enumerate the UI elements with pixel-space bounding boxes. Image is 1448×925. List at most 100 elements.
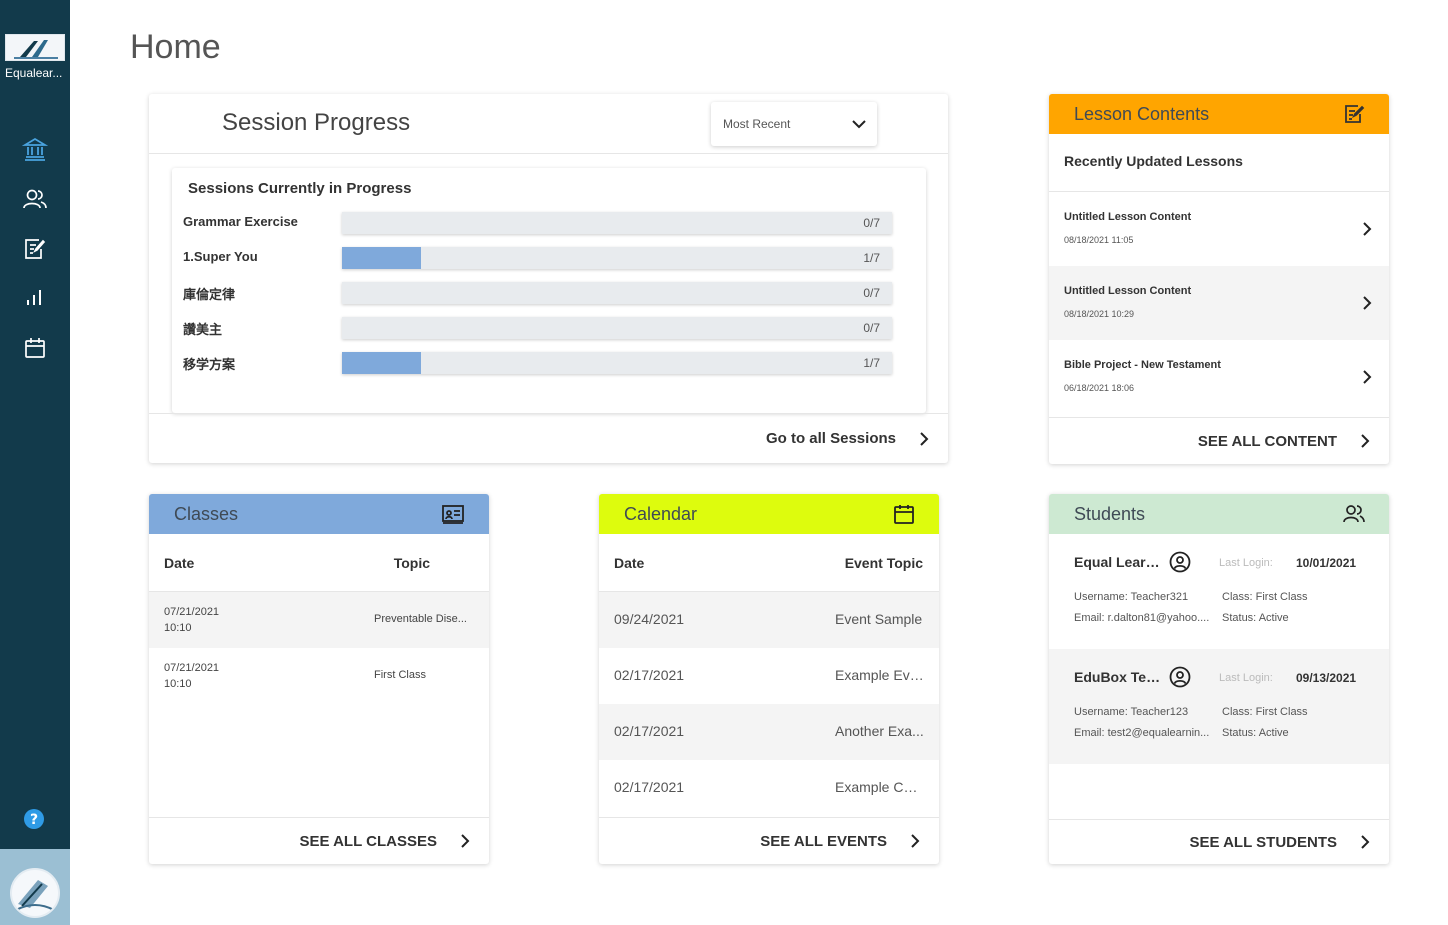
edit-note-icon[interactable] — [22, 236, 48, 262]
footer-label: SEE ALL CLASSES — [299, 832, 437, 850]
session-filter-value: Most Recent — [723, 117, 791, 131]
event-topic: Example Eve... — [835, 667, 925, 683]
event-date: 09/24/2021 — [614, 611, 685, 627]
event-date: 02/17/2021 — [614, 723, 685, 739]
session-filter-select[interactable]: Most Recent — [711, 102, 877, 146]
class-datetime: 07/21/2021 10:10 — [164, 604, 244, 636]
progress-count: 1/7 — [863, 356, 880, 370]
see-all-students-link[interactable]: SEE ALL STUDENTS — [1049, 819, 1389, 864]
users-icon[interactable] — [1343, 503, 1365, 525]
chevron-right-icon — [1361, 434, 1370, 448]
lesson-date: 08/18/2021 11:05 — [1064, 235, 1134, 245]
col-event-topic: Event Topic — [844, 554, 923, 571]
session-progress-bar: 1/7 — [342, 352, 892, 374]
bar-chart-icon[interactable] — [22, 285, 48, 311]
last-login-value: 10/01/2021 — [1296, 556, 1357, 570]
student-username: Username: Teacher123 — [1074, 706, 1189, 718]
go-to-all-sessions-link[interactable]: Go to all Sessions — [149, 413, 948, 463]
session-row[interactable]: 移学方案 1/7 — [183, 352, 903, 376]
org-name: Equalear... — [5, 66, 63, 80]
sessions-in-progress-title: Sessions Currently in Progress — [188, 180, 412, 197]
event-topic: Event Sample — [835, 611, 923, 627]
progress-fill — [342, 247, 421, 269]
event-topic: Another Exa... — [835, 723, 924, 739]
student-name: Equal Learn... — [1074, 554, 1162, 570]
student-class: Class: First Class — [1222, 591, 1308, 603]
session-name: Grammar Exercise — [183, 214, 298, 229]
sidebar: Equalear... ? — [0, 0, 70, 925]
session-name: 讚美主 — [183, 322, 223, 337]
class-time: 10:10 — [164, 622, 192, 634]
chevron-right-icon — [1363, 370, 1372, 384]
footer-label: SEE ALL STUDENTS — [1189, 833, 1337, 851]
see-all-content-link[interactable]: SEE ALL CONTENT — [1049, 417, 1389, 464]
student-item[interactable]: Equal Learn... Last Login: 10/01/2021 Us… — [1049, 534, 1389, 649]
chevron-right-icon — [920, 431, 929, 446]
classes-header: Classes — [149, 494, 489, 534]
avatar[interactable] — [10, 868, 60, 918]
users-icon[interactable] — [22, 186, 48, 212]
user-circle-icon — [1169, 551, 1191, 573]
lesson-name: Bible Project - New Testament — [1064, 359, 1221, 371]
help-icon[interactable]: ? — [23, 808, 45, 830]
calendar-icon[interactable] — [893, 503, 915, 525]
calendar-icon[interactable] — [22, 335, 48, 361]
edit-note-icon[interactable] — [1343, 103, 1365, 125]
session-progress-bar: 0/7 — [342, 282, 892, 304]
col-topic: Topic — [393, 554, 430, 571]
event-date: 02/17/2021 — [614, 667, 685, 683]
session-row[interactable]: Grammar Exercise 0/7 — [183, 212, 903, 236]
user-circle-icon — [1169, 666, 1191, 688]
org-logo[interactable] — [5, 34, 65, 61]
chevron-right-icon — [1363, 296, 1372, 310]
institution-icon[interactable] — [21, 136, 49, 162]
lesson-date: 08/18/2021 10:29 — [1064, 309, 1135, 319]
class-topic: Preventable Dise... — [374, 613, 467, 625]
table-row[interactable]: 07/21/2021 10:10 Preventable Dise... — [149, 592, 489, 648]
students-card: Students Equal Learn... Last Login: 10/0… — [1049, 494, 1389, 864]
lesson-contents-header: Lesson Contents — [1049, 94, 1389, 134]
session-row[interactable]: 讚美主 0/7 — [183, 317, 903, 341]
class-date: 07/21/2021 — [164, 606, 220, 618]
sessions-in-progress-panel: Sessions Currently in Progress Grammar E… — [172, 168, 926, 413]
lesson-item[interactable]: Untitled Lesson Content 08/18/2021 11:05 — [1049, 192, 1389, 266]
lesson-name: Untitled Lesson Content — [1064, 285, 1192, 297]
session-row[interactable]: 1.Super You 1/7 — [183, 247, 903, 271]
table-row[interactable]: 02/17/2021 Another Exa... — [599, 704, 939, 760]
session-progress-card: Session Progress Most Recent Sessions Cu… — [149, 94, 948, 463]
footer-label: SEE ALL CONTENT — [1197, 432, 1337, 450]
progress-fill — [342, 352, 421, 374]
class-time: 10:10 — [164, 678, 192, 690]
student-username: Username: Teacher321 — [1074, 591, 1189, 603]
chevron-right-icon — [1363, 222, 1372, 236]
chevron-right-icon — [461, 834, 470, 848]
progress-count: 0/7 — [863, 216, 880, 230]
table-row[interactable]: 02/17/2021 Example Cal... — [599, 760, 939, 816]
chevron-down-icon — [852, 120, 866, 129]
students-title: Students — [1074, 503, 1146, 524]
last-login-value: 09/13/2021 — [1296, 671, 1357, 685]
lesson-contents-title: Lesson Contents — [1074, 103, 1210, 124]
session-name: 庫倫定律 — [183, 287, 236, 302]
lesson-contents-card: Lesson Contents Recently Updated Lessons… — [1049, 94, 1389, 464]
svg-text:?: ? — [30, 812, 38, 828]
footer-label: Go to all Sessions — [765, 430, 896, 447]
student-email: Email: r.dalton81@yahoo.... — [1074, 612, 1210, 624]
student-name: EduBox Tea... — [1074, 669, 1162, 685]
table-row[interactable]: 07/21/2021 10:10 First Class — [149, 648, 489, 704]
lesson-item[interactable]: Bible Project - New Testament 06/18/2021… — [1049, 340, 1389, 414]
see-all-classes-link[interactable]: SEE ALL CLASSES — [149, 817, 489, 864]
student-item[interactable]: EduBox Tea... Last Login: 09/13/2021 Use… — [1049, 649, 1389, 764]
lesson-item[interactable]: Untitled Lesson Content 08/18/2021 10:29 — [1049, 266, 1389, 340]
user-avatar-area[interactable] — [0, 849, 70, 925]
session-row[interactable]: 庫倫定律 0/7 — [183, 282, 903, 306]
classroom-icon[interactable] — [441, 503, 465, 525]
table-row[interactable]: 02/17/2021 Example Eve... — [599, 648, 939, 704]
recently-updated-title: Recently Updated Lessons — [1049, 134, 1389, 192]
progress-count: 0/7 — [863, 321, 880, 335]
event-topic: Example Cal... — [835, 779, 925, 795]
last-login-label: Last Login: — [1219, 672, 1273, 684]
table-row[interactable]: 09/24/2021 Event Sample — [599, 592, 939, 648]
see-all-events-link[interactable]: SEE ALL EVENTS — [599, 817, 939, 864]
lesson-name: Untitled Lesson Content — [1064, 211, 1192, 223]
